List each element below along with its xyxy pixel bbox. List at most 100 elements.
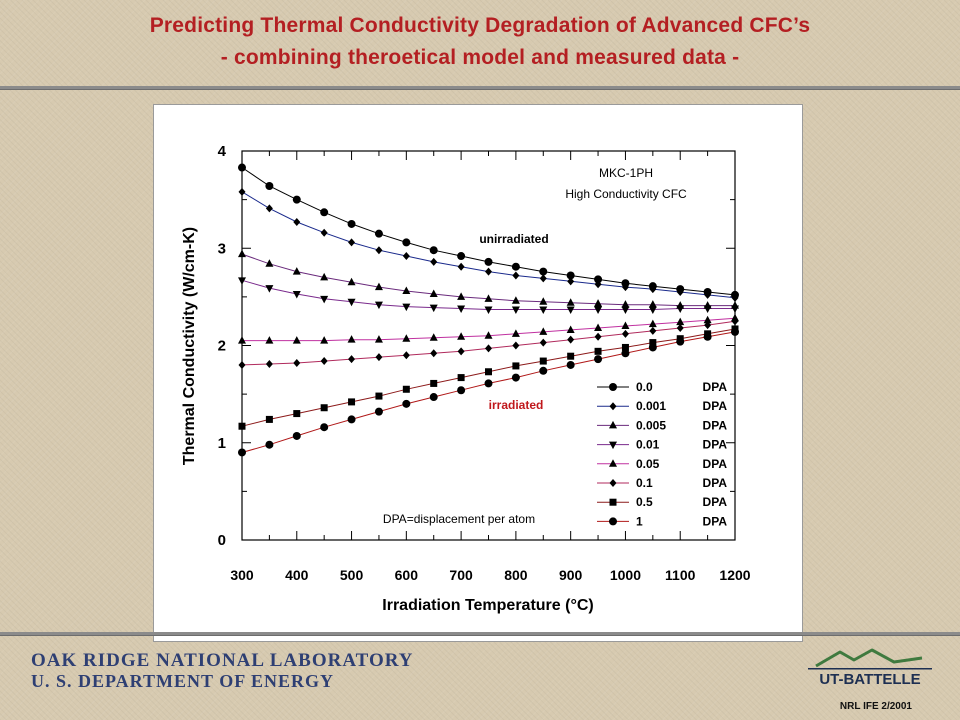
data-point — [347, 298, 356, 307]
data-point — [238, 277, 246, 285]
data-point — [648, 300, 657, 308]
data-point — [539, 267, 548, 276]
data-point — [511, 262, 520, 271]
data-point — [292, 431, 301, 440]
series-markers — [238, 163, 739, 457]
data-point — [731, 305, 739, 314]
data-point — [485, 344, 492, 353]
legend-marker — [609, 383, 617, 391]
data-point — [429, 246, 438, 255]
mountain-logo-icon — [815, 648, 923, 668]
data-point — [704, 321, 712, 330]
data-point — [485, 267, 492, 276]
data-point — [429, 393, 438, 402]
data-point — [484, 294, 493, 302]
data-point — [402, 286, 411, 295]
data-point — [320, 357, 328, 366]
data-point — [621, 329, 629, 338]
data-point — [511, 296, 520, 304]
y-tick-label: 1 — [218, 435, 226, 452]
data-point — [457, 305, 466, 314]
legend-marker — [609, 459, 617, 467]
legend-marker — [609, 441, 617, 450]
data-point — [484, 379, 493, 388]
data-point — [320, 423, 329, 432]
data-point — [320, 272, 329, 281]
data-point — [594, 355, 603, 364]
data-point — [512, 341, 520, 350]
data-point — [594, 306, 603, 315]
legend-series-unit: DPA — [703, 380, 728, 394]
y-tick-label: 2 — [218, 338, 226, 355]
legend-marker — [609, 479, 617, 487]
x-tick-label: 1100 — [665, 567, 696, 583]
irradiated-label: irradiated — [489, 398, 544, 412]
legend-marker — [609, 498, 617, 506]
data-point — [703, 305, 712, 314]
data-point — [238, 163, 246, 172]
data-point — [566, 271, 575, 280]
data-point — [649, 285, 657, 294]
data-point — [484, 306, 493, 315]
data-point — [621, 343, 629, 351]
org-name-line2: U. S. DEPARTMENT OF ENERGY — [31, 671, 335, 691]
data-point — [566, 325, 575, 333]
legend-series-name: 0.0 — [636, 380, 653, 394]
data-point — [238, 249, 246, 258]
data-point — [238, 187, 246, 196]
data-point — [348, 398, 356, 406]
data-point — [429, 333, 438, 341]
data-point — [539, 306, 548, 315]
data-point — [676, 323, 684, 332]
data-point — [621, 300, 630, 308]
logo-wordmark: UT-BATTELLE — [819, 671, 920, 688]
data-point — [703, 315, 712, 324]
data-point — [594, 347, 602, 355]
series-line-5 — [241, 320, 736, 366]
ut-battelle-logo: UT-BATTELLE — [808, 648, 932, 688]
data-point — [320, 228, 328, 237]
data-point — [402, 385, 410, 393]
x-tick-label: 600 — [395, 567, 419, 583]
data-point — [676, 337, 685, 346]
data-point — [374, 301, 383, 310]
data-point — [348, 355, 356, 364]
legend-series-name: 0.5 — [636, 495, 653, 509]
x-tick-label: 400 — [285, 567, 309, 583]
data-point — [484, 257, 493, 266]
data-point — [402, 252, 410, 261]
data-point — [265, 415, 273, 423]
data-point — [731, 327, 739, 336]
data-point — [731, 293, 739, 302]
data-point — [511, 373, 520, 382]
data-point — [347, 219, 356, 228]
x-tick-label: 300 — [230, 567, 254, 583]
data-point — [594, 332, 602, 341]
data-point — [648, 319, 657, 328]
x-tick-label: 1200 — [719, 567, 750, 583]
x-tick-label: 1000 — [610, 567, 641, 583]
data-point — [457, 252, 466, 261]
data-point — [621, 321, 630, 330]
data-point — [292, 267, 301, 275]
data-point — [539, 357, 547, 365]
data-point — [347, 277, 356, 286]
data-point — [649, 326, 657, 335]
data-point — [265, 336, 274, 344]
data-point — [347, 335, 356, 343]
data-point — [292, 195, 301, 204]
y-tick-label: 0 — [218, 532, 226, 549]
legend-series-name: 0.05 — [636, 457, 660, 471]
data-point — [430, 379, 438, 387]
data-point — [374, 229, 383, 238]
data-point — [648, 343, 657, 352]
data-point — [293, 217, 301, 226]
x-tick-label: 800 — [504, 567, 528, 583]
data-point — [485, 368, 492, 376]
data-point — [374, 335, 383, 343]
data-point — [265, 440, 274, 449]
data-point — [265, 204, 273, 213]
title-separator — [0, 86, 960, 90]
y-axis-label: Thermal Conductivity (W/cm-K) — [181, 227, 198, 465]
data-point — [238, 422, 246, 430]
